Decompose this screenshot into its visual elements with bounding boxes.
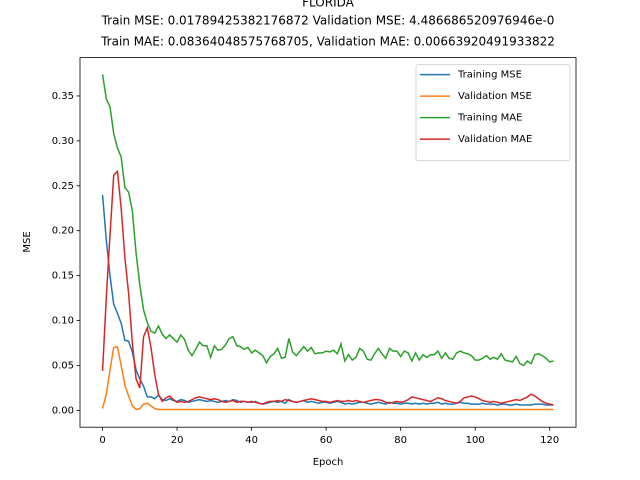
line xyxy=(101,74,554,367)
y-tick-label: 0.05 xyxy=(52,360,74,371)
legend-label: Validation MSE xyxy=(458,91,532,102)
y-tick-label: 0.20 xyxy=(52,226,74,237)
y-tick-label: 0.35 xyxy=(52,91,74,102)
y-tick-label: 0.00 xyxy=(52,405,74,416)
legend-label: Validation MAE xyxy=(458,134,532,145)
legend-box xyxy=(415,64,571,161)
axes-frame xyxy=(79,57,577,428)
x-axis-label: Epoch xyxy=(313,457,344,468)
x-tick-label: 60 xyxy=(320,435,333,446)
y-axis-label: MSE xyxy=(22,231,33,252)
x-tick-label: 80 xyxy=(394,435,407,446)
x-tick-label: 0 xyxy=(99,435,105,446)
line xyxy=(101,194,554,406)
chart-title: FLORIDA xyxy=(302,0,355,10)
chart-subtitle: Train MSE: 0.01789425382176872 Validatio… xyxy=(101,14,555,28)
x-tick-label: 40 xyxy=(245,435,258,446)
line xyxy=(101,345,554,411)
y-tick-label: 0.10 xyxy=(52,316,74,327)
legend-label: Training MSE xyxy=(457,70,522,81)
x-tick-label: 100 xyxy=(466,435,485,446)
line xyxy=(101,169,554,406)
x-tick-label: 20 xyxy=(171,435,184,446)
legend-label: Training MAE xyxy=(457,113,522,124)
chart-subtitle: Train MAE: 0.08364048575768705, Validati… xyxy=(100,35,555,49)
y-tick-label: 0.25 xyxy=(52,181,74,192)
x-tick-label: 120 xyxy=(540,435,559,446)
y-tick-label: 0.15 xyxy=(52,271,74,282)
y-tick-label: 0.30 xyxy=(52,136,74,147)
